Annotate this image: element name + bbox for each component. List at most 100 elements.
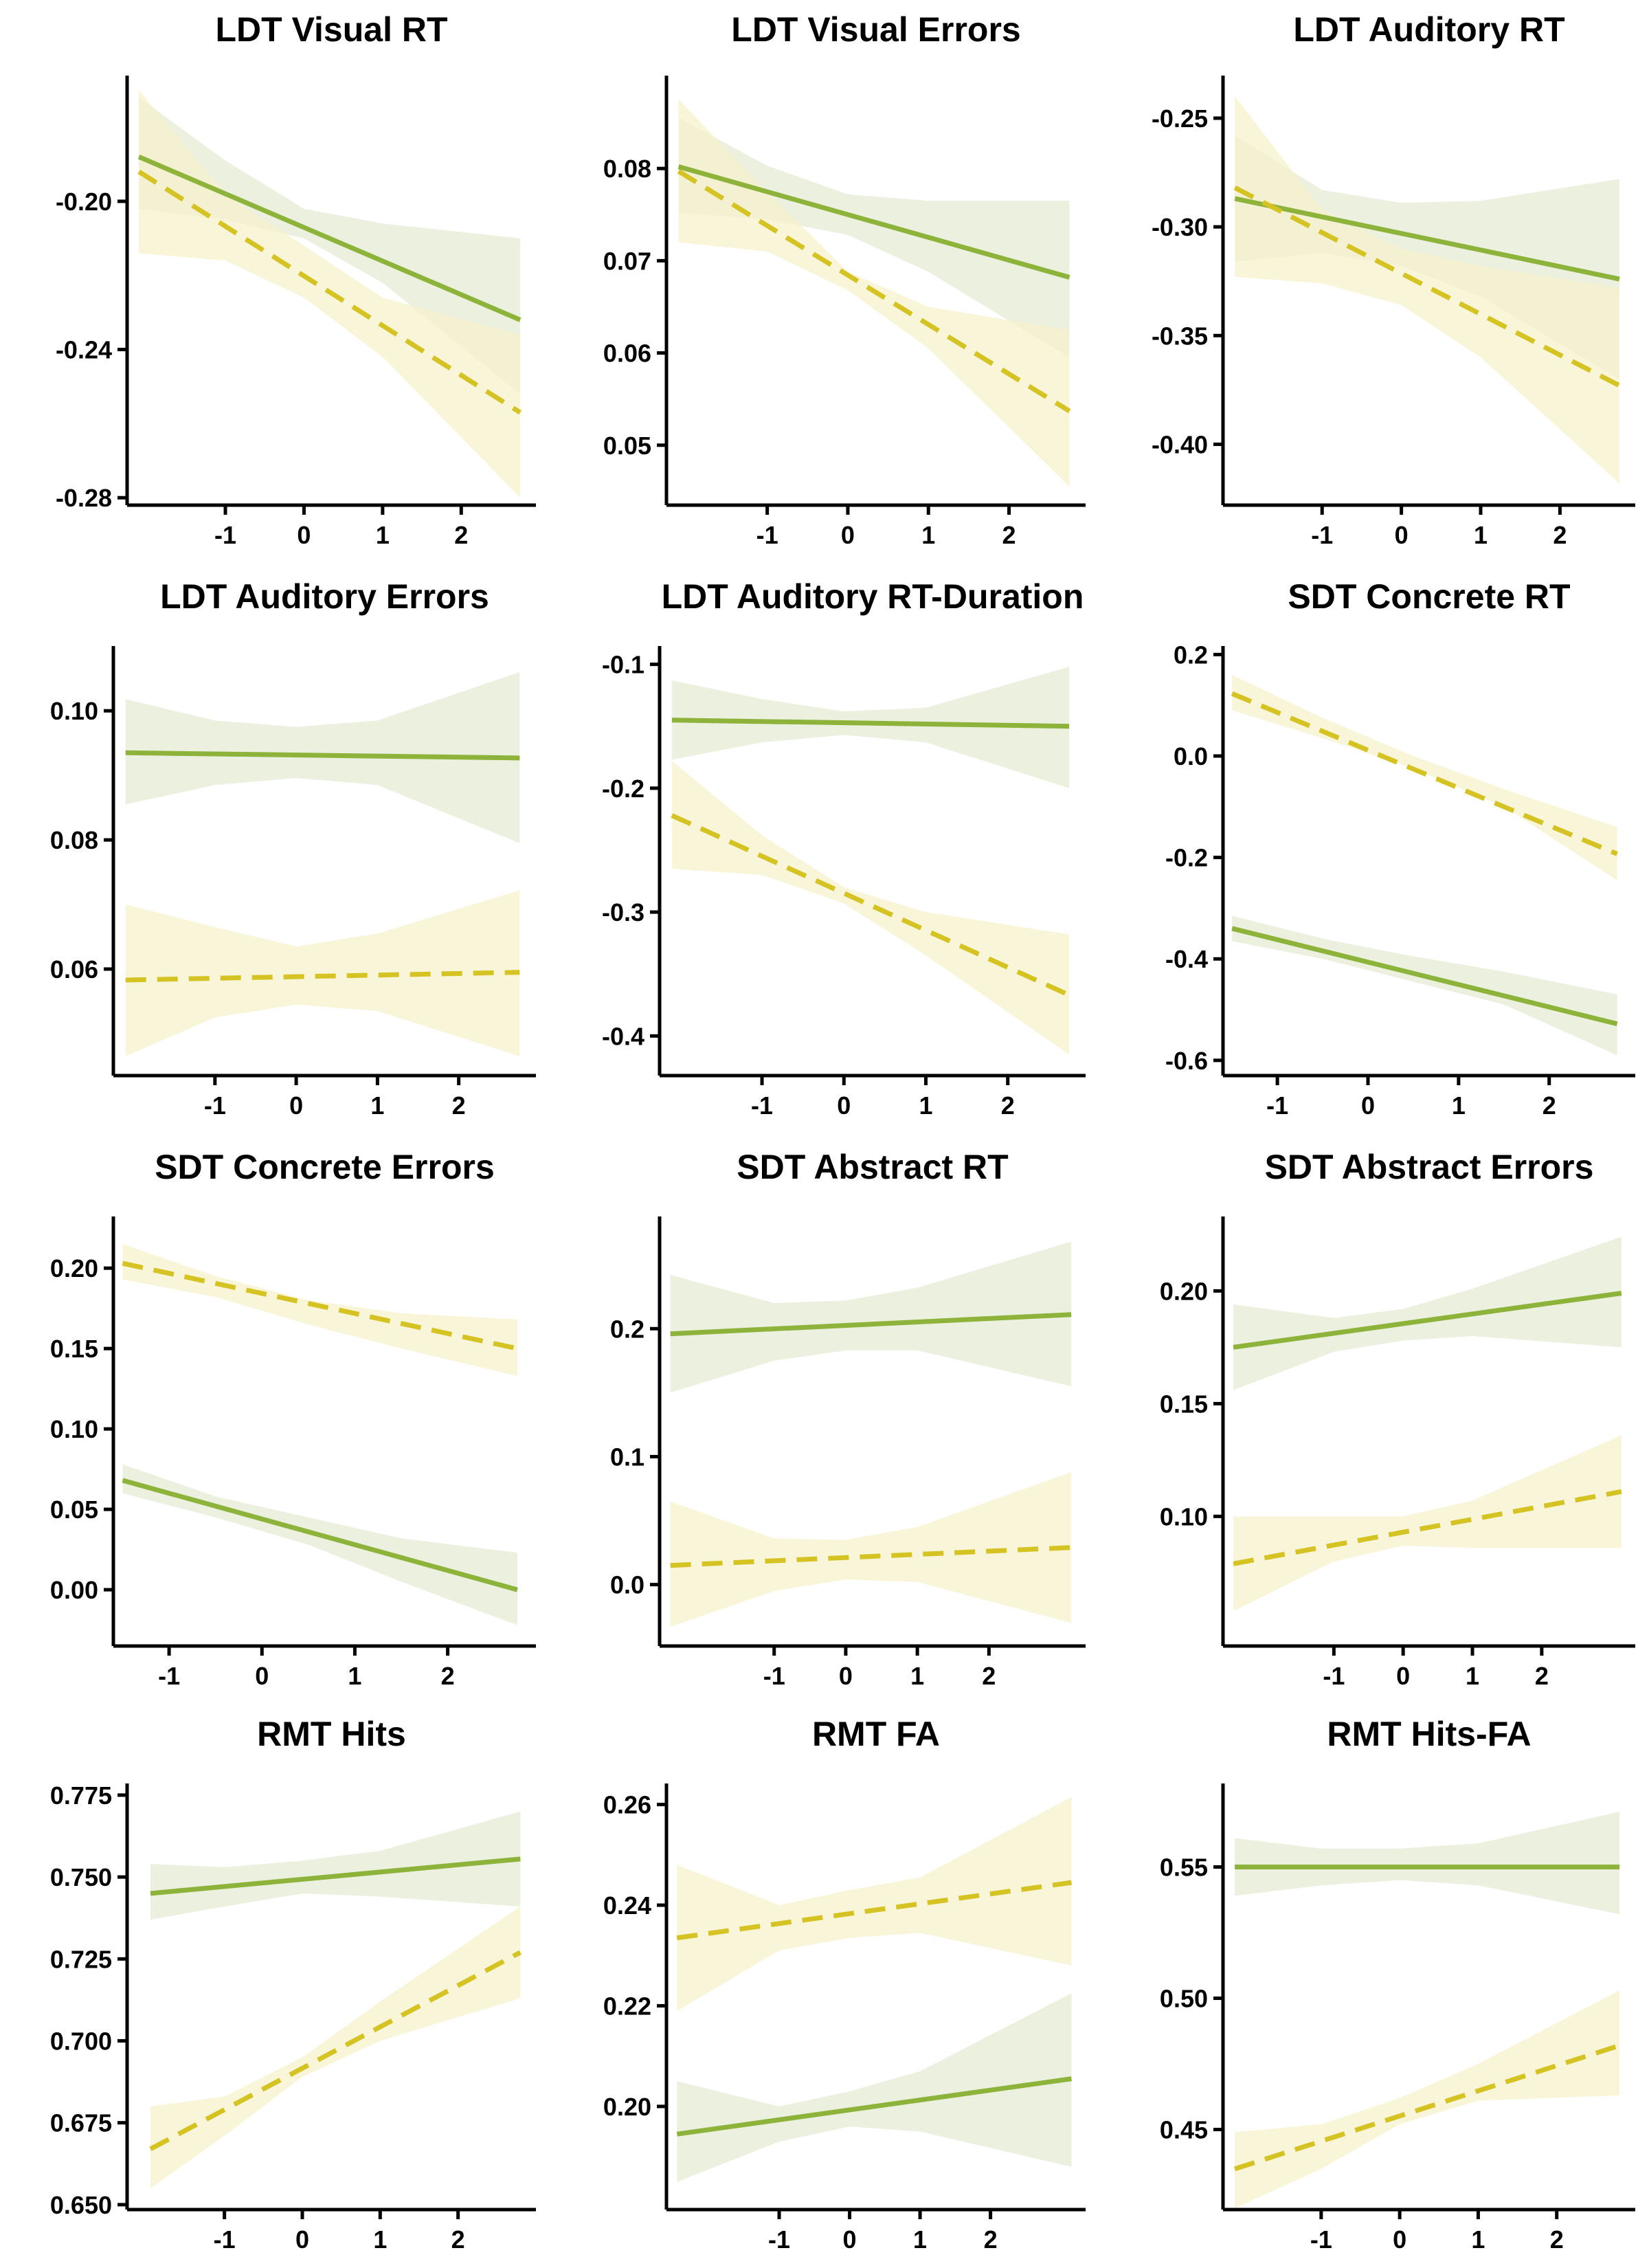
dashed-confidence-band [671,761,1070,1055]
chart-panel-12: RMT Hits-FA -1 0 1 2 0.55 0.50 0.45 [1160,1715,1635,2254]
y-tick-label: -0.4 [602,1022,644,1050]
y-tick-label: -0.28 [56,484,112,512]
solid-trend-line [671,718,1070,729]
y-tick-label: 0.26 [603,1791,651,1819]
y-tick-label: -0.20 [56,188,112,216]
x-tick-label: -1 [1266,1091,1288,1120]
x-tick-label: 2 [451,2225,465,2254]
x-tick-label: 2 [982,1662,996,1690]
dashed-trend-line [1234,2043,1621,2172]
y-tick-label: -0.2 [1165,844,1208,872]
x-tick-label: 0 [295,2225,309,2254]
solid-confidence-band [671,667,1070,788]
x-tick-label: 0 [837,1091,851,1120]
y-tick-label: 0.50 [1160,1985,1208,2013]
dashed-confidence-band [1232,674,1617,880]
chart-title: LDT Visual Errors [731,10,1020,49]
y-tick-label: 0.08 [50,826,98,854]
dashed-trend-line [670,1545,1072,1568]
x-tick-label: 0 [1393,2225,1406,2254]
dashed-trend-line [676,1880,1072,1941]
dashed-confidence-band [150,1906,521,2189]
y-tick-label: 0.06 [50,955,98,983]
solid-trend-line [122,1478,518,1592]
y-tick-label: -0.35 [1152,322,1208,350]
chart-panel-3: LDT Auditory RT -1 0 1 2 -0.25 -0.30 -0.35 -0.40 [1152,10,1635,549]
solid-confidence-band [122,1464,517,1625]
y-tick-label: -0.30 [1152,213,1208,241]
y-tick-label: 0.05 [50,1496,98,1524]
x-tick-label: -1 [768,2225,790,2254]
solid-confidence-band [670,1241,1072,1393]
y-tick-label: 0.2 [610,1315,644,1343]
x-tick-label: -1 [756,521,778,549]
solid-confidence-band [1232,915,1617,1056]
x-tick-label: 2 [441,1662,455,1690]
y-tick-label: -0.40 [1152,430,1208,458]
dashed-trend-line [1233,1489,1622,1566]
x-tick-label: 2 [1535,1662,1549,1690]
solid-confidence-band [1235,1812,1620,1915]
chart-title: RMT FA [812,1715,940,1753]
x-tick-label: -1 [158,1662,180,1690]
x-tick-label: 2 [1002,521,1016,549]
y-tick-label: 0.24 [603,1891,651,1920]
y-tick-label: -0.4 [1165,945,1208,973]
chart-title: RMT Hits [257,1715,406,1753]
y-tick-label: 0.0 [1174,742,1208,770]
y-tick-label: 0.750 [50,1863,112,1891]
solid-trend-line [676,2076,1072,2137]
x-tick-label: 0 [843,2225,857,2254]
x-tick-label: 2 [1001,1091,1015,1120]
chart-title: RMT Hits-FA [1327,1715,1531,1753]
x-tick-label: 2 [1553,521,1567,549]
x-tick-label: 2 [1543,1091,1556,1120]
x-tick-label: 1 [919,1091,932,1120]
chart-panel-8: SDT Abstract RT -1 0 1 2 0.2 0.1 0.0 [610,1148,1086,1690]
dashed-confidence-band [1235,96,1619,484]
x-tick-label: 1 [921,521,935,549]
y-tick-label: 0.45 [1160,2115,1208,2144]
solid-trend-line [137,154,521,322]
x-tick-label: -1 [214,521,236,549]
x-tick-label: 1 [370,1091,384,1120]
y-tick-label: 0.15 [1160,1390,1208,1418]
x-tick-label: -1 [751,1091,773,1120]
solid-confidence-band [139,97,521,394]
chart-title: SDT Concrete RT [1288,577,1570,616]
chart-panel-5: LDT Auditory RT-Duration -1 0 1 2 -0.1 -0.2 -0.… [602,577,1086,1120]
y-tick-label: -0.25 [1152,104,1208,133]
solid-confidence-band [150,1811,521,1920]
dashed-trend-line [149,1950,521,2151]
chart-panel-11: RMT FA -1 0 1 2 0.26 0.24 0.22 0.20 [603,1715,1086,2254]
chart-panel-7: SDT Concrete Errors -1 0 1 2 0.20 0.15 0.10 0.05… [50,1148,536,1690]
x-tick-label: 1 [1452,1091,1466,1120]
y-tick-label: -0.6 [1165,1047,1208,1075]
x-tick-label: 0 [297,521,311,549]
y-tick-label: 0.650 [50,2191,112,2219]
y-tick-label: 0.08 [603,155,651,183]
y-tick-label: 0.05 [603,432,651,460]
dashed-confidence-band [670,1471,1072,1627]
x-tick-label: -1 [763,1662,785,1690]
y-tick-label: 0.1 [610,1443,644,1471]
y-tick-label: -0.1 [602,651,644,679]
x-tick-label: 1 [1466,1662,1479,1690]
y-tick-label: 0.10 [50,1415,98,1443]
chart-panel-10: RMT Hits -1 0 1 2 0.775 0.750 0.725 0.700 0.675 0.… [50,1715,536,2254]
chart-title: LDT Auditory Errors [160,577,489,616]
dashed-trend-line [1233,186,1621,388]
y-tick-label: 0.0 [610,1571,644,1599]
y-tick-label: 0.10 [50,697,98,725]
y-tick-label: 0.55 [1160,1854,1208,1882]
chart-title: LDT Auditory RT-Duration [662,577,1084,616]
x-tick-label: 0 [1361,1091,1375,1120]
y-tick-label: 0.10 [1160,1502,1208,1531]
y-tick-label: -0.24 [56,336,112,364]
x-tick-label: 0 [1395,521,1409,549]
x-tick-label: -1 [1311,521,1333,549]
y-tick-label: 0.06 [603,340,651,368]
x-tick-label: 1 [376,521,390,549]
solid-confidence-band [678,118,1070,358]
chart-title: SDT Abstract RT [737,1148,1008,1186]
